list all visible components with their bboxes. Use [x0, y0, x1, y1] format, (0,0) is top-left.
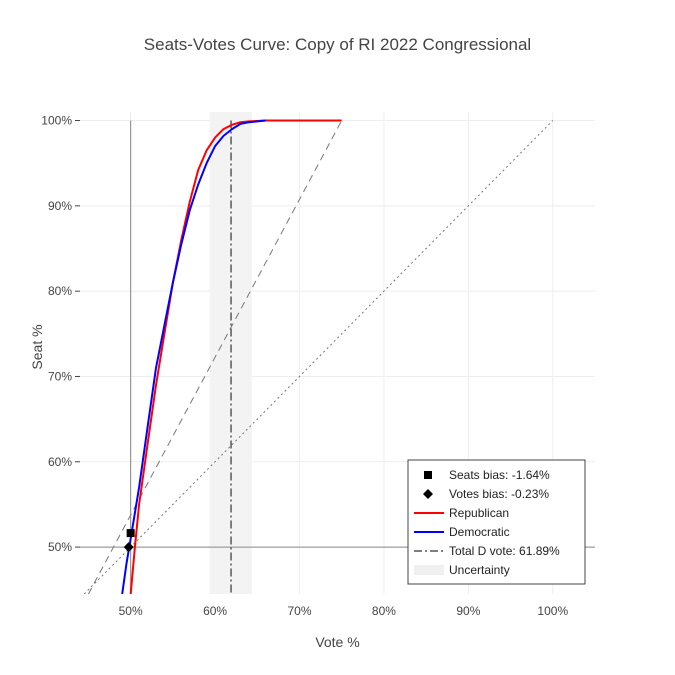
- votes-bias-marker: [123, 542, 134, 553]
- legend-band-icon: [414, 565, 444, 575]
- legend: Seats bias: -1.64% Votes bias: -0.23% Repu…: [407, 459, 586, 585]
- bias-markers: [123, 529, 135, 553]
- legend-label: Total D vote: 61.89%: [449, 544, 560, 558]
- y-tick-label: 70%: [48, 369, 72, 383]
- seats-bias-marker: [126, 529, 135, 538]
- legend-label: Republican: [449, 506, 509, 520]
- x-tick-label: 90%: [456, 604, 480, 618]
- x-tick-label: 80%: [372, 604, 396, 618]
- x-tick-labels: 50% 60% 70% 80% 90% 100%: [119, 604, 569, 618]
- x-axis-title: Vote %: [315, 634, 359, 650]
- x-tick-label: 100%: [537, 604, 568, 618]
- legend-box: [407, 459, 586, 585]
- y-tick-label: 80%: [48, 284, 72, 298]
- legend-label: Uncertainty: [449, 563, 510, 577]
- y-tick-label: 100%: [41, 114, 72, 128]
- y-tick-label: 60%: [48, 455, 72, 469]
- series-line-democratic: [121, 119, 266, 594]
- legend-diamond-icon: [423, 489, 433, 499]
- legend-square-icon: [424, 471, 432, 479]
- y-tick-label: 50%: [48, 540, 72, 554]
- y-tick-labels: 50% 60% 70% 80% 90% 100%: [41, 114, 80, 554]
- x-tick-label: 50%: [119, 604, 143, 618]
- y-axis-title: Seat %: [29, 324, 45, 369]
- x-tick-label: 70%: [287, 604, 311, 618]
- legend-label: Votes bias: -0.23%: [449, 487, 549, 501]
- legend-label: Seats bias: -1.64%: [449, 468, 550, 482]
- series: [121, 119, 342, 594]
- chart-title: Seats-Votes Curve: Copy of RI 2022 Congr…: [144, 35, 531, 54]
- legend-label: Democratic: [449, 525, 510, 539]
- y-tick-label: 90%: [48, 199, 72, 213]
- x-tick-label: 60%: [203, 604, 227, 618]
- dotted-reference-line: [83, 120, 554, 594]
